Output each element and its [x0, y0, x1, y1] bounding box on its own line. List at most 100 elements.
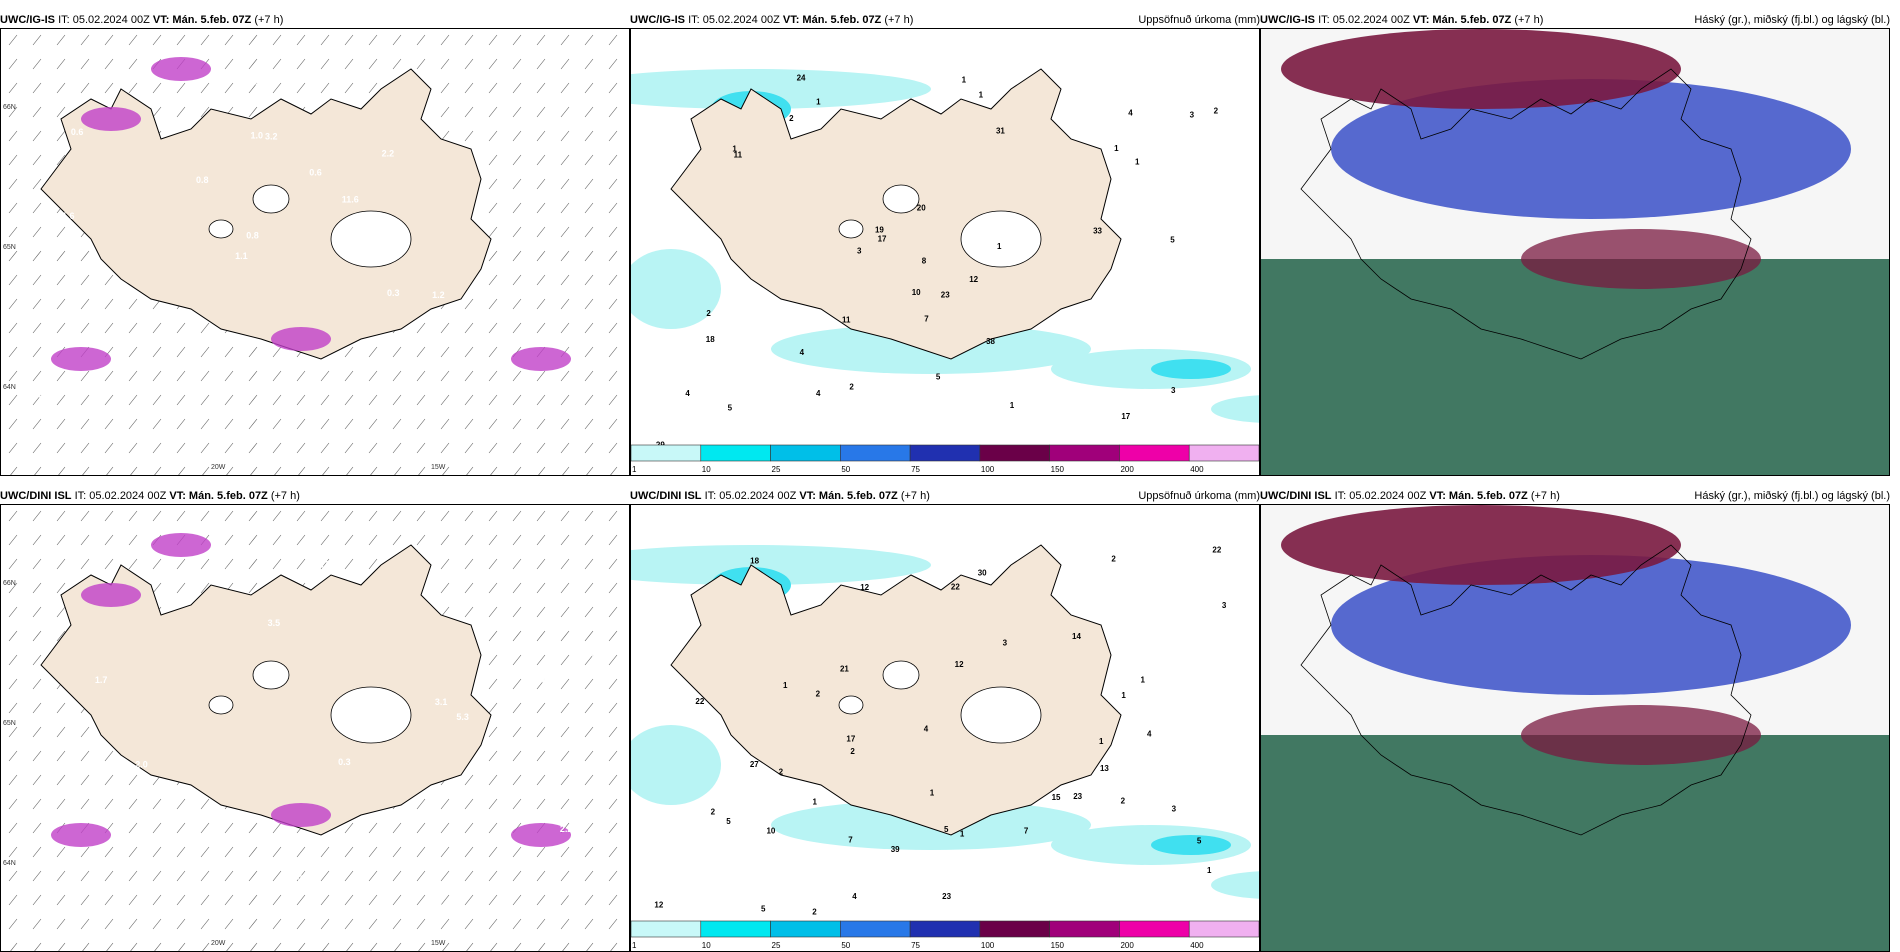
- wind-barb: [464, 846, 474, 858]
- precip-total-label: 31: [996, 126, 1005, 135]
- wind-barb: [152, 418, 162, 430]
- wind-barb: [128, 346, 138, 358]
- precip-value-label: 3.5: [268, 618, 281, 628]
- wind-barb: [272, 370, 282, 382]
- wind-barb: [536, 442, 546, 454]
- wind-barb: [248, 534, 258, 546]
- wind-barb: [56, 606, 66, 618]
- precip-total-label: 23: [942, 892, 951, 901]
- precip-value-label: 1.1: [546, 165, 559, 175]
- precip-total-label: 7: [848, 835, 853, 844]
- precip-value-label: 2.1: [542, 675, 555, 685]
- high-cloud-area: [1521, 229, 1761, 289]
- wind-barb: [536, 606, 546, 618]
- wind-barb: [464, 346, 474, 358]
- wind-barb: [608, 678, 618, 690]
- wind-barb: [610, 466, 618, 475]
- wind-barb: [296, 894, 306, 906]
- wind-barb: [32, 510, 42, 522]
- wind-barb: [56, 154, 66, 166]
- wind-barb: [608, 510, 618, 522]
- wind-barb: [296, 418, 306, 430]
- wind-barb: [416, 322, 426, 334]
- panel-header: UWC/IG-IS IT: 05.02.2024 00Z VT: Mán. 5.…: [1260, 14, 1890, 26]
- wind-barb: [536, 750, 546, 762]
- wind-barb: [464, 394, 474, 406]
- precip-total-label: 2: [812, 907, 817, 916]
- wind-barb: [272, 442, 282, 454]
- wind-barb: [200, 322, 210, 334]
- wind-barb: [176, 894, 186, 906]
- precip-total-label: 18: [706, 335, 715, 344]
- wind-barb: [56, 58, 66, 70]
- wind-barb: [608, 870, 618, 882]
- precip-total-label: 22: [1212, 545, 1221, 554]
- wind-barb: [346, 466, 354, 475]
- wind-barb: [536, 918, 546, 930]
- colorbar-swatch: [1119, 444, 1190, 462]
- iceland-coastline: [1300, 544, 1752, 836]
- colorbar-label: 200: [1120, 941, 1134, 950]
- wind-barb: [560, 154, 570, 166]
- wind-barb: [8, 894, 18, 906]
- wind-barb: [320, 894, 330, 906]
- wind-barb: [536, 370, 546, 382]
- wind-barb: [392, 394, 402, 406]
- precip-total-label: 5: [726, 817, 731, 826]
- wind-barb: [392, 822, 402, 834]
- wind-barb: [608, 154, 618, 166]
- precip-title: Uppsöfnuð úrkoma (mm): [1138, 490, 1260, 502]
- wind-barb: [560, 702, 570, 714]
- wind-barb: [296, 370, 306, 382]
- wind-barb: [200, 582, 210, 594]
- wind-barb: [512, 106, 522, 118]
- wind-barb: [272, 822, 282, 834]
- wind-barb: [440, 918, 450, 930]
- row1-left-panel: UWC/IG-IS IT: 05.02.2024 00Z VT: Mán. 5.…: [0, 12, 630, 476]
- wind-barb: [296, 442, 306, 454]
- wind-barb: [584, 654, 594, 666]
- wind-barb: [560, 394, 570, 406]
- wind-barb: [488, 606, 498, 618]
- wind-barb: [128, 418, 138, 430]
- wind-barb: [608, 346, 618, 358]
- wind-barb: [368, 894, 378, 906]
- wind-barb: [344, 534, 354, 546]
- wind-barb: [464, 534, 474, 546]
- wind-barb: [344, 822, 354, 834]
- wind-barb: [32, 346, 42, 358]
- wind-barb: [8, 298, 18, 310]
- wind-barb: [152, 558, 162, 570]
- precip-value-label: 0.3: [338, 757, 351, 767]
- precip-total-label: 7: [924, 315, 929, 324]
- wind-barb: [442, 466, 450, 475]
- wind-barb: [56, 774, 66, 786]
- wind-barb: [200, 346, 210, 358]
- wind-barb: [8, 394, 18, 406]
- wind-barb: [560, 178, 570, 190]
- precip-area: [51, 823, 111, 847]
- wind-barb: [488, 870, 498, 882]
- precip-total-label: 21: [840, 664, 849, 673]
- wind-barb: [488, 750, 498, 762]
- wind-barb: [560, 106, 570, 118]
- wind-barb: [440, 442, 450, 454]
- wind-barb: [560, 226, 570, 238]
- wind-barb: [346, 942, 354, 951]
- wind-barb: [512, 750, 522, 762]
- colorbar-swatch: [909, 920, 981, 938]
- wind-barb: [176, 510, 186, 522]
- wind-barb: [488, 226, 498, 238]
- wind-barb: [560, 846, 570, 858]
- precip-total-label: 12: [969, 275, 978, 284]
- precip-total-label: 12: [654, 900, 663, 909]
- wind-barb: [10, 942, 18, 951]
- wind-barb: [32, 654, 42, 666]
- wind-barb: [56, 510, 66, 522]
- wind-barb: [272, 510, 282, 522]
- latitude-tick-label: 65N: [3, 720, 16, 727]
- precip-area: [151, 533, 211, 557]
- wind-barb: [34, 942, 42, 951]
- wind-barb: [248, 894, 258, 906]
- wind-barb: [512, 202, 522, 214]
